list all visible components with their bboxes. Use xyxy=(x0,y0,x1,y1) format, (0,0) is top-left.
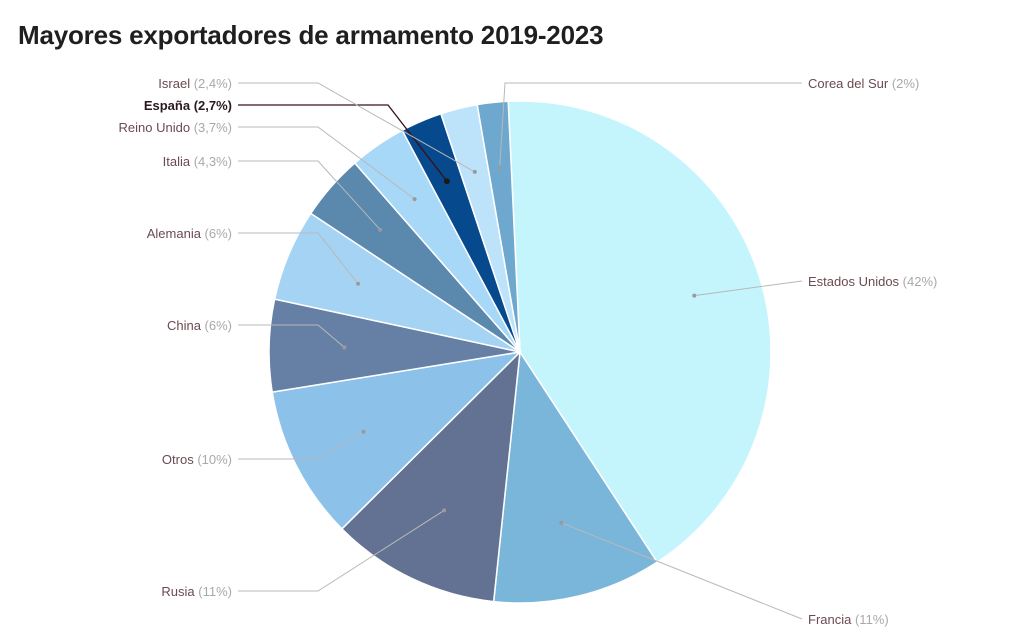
leader-dot-alemania xyxy=(356,281,361,286)
leader-dot-otros xyxy=(361,429,366,434)
label-value-corea-del-sur: (2%) xyxy=(888,76,919,91)
label-alemania: Alemania (6%) xyxy=(147,226,232,241)
leader-dot-espana xyxy=(443,178,450,185)
label-value-francia: (11%) xyxy=(851,612,888,627)
label-value-espana: (2,7%) xyxy=(190,98,232,113)
label-otros: Otros (10%) xyxy=(162,452,232,467)
slices-layer xyxy=(268,100,772,604)
leader-dot-reino-unido xyxy=(412,197,417,202)
label-name-alemania: Alemania xyxy=(147,226,202,241)
leader-line-alemania xyxy=(238,232,359,285)
slice-francia[interactable] xyxy=(492,349,659,604)
leader-dot-italia xyxy=(378,227,383,232)
label-francia: Francia (11%) xyxy=(808,612,889,627)
label-rusia: Rusia (11%) xyxy=(161,584,232,599)
leader-line-corea-del-sur xyxy=(499,82,802,168)
label-value-reino-unido: (3,7%) xyxy=(190,120,232,135)
label-value-israel: (2,4%) xyxy=(190,76,232,91)
leader-lines-layer xyxy=(238,82,803,620)
label-name-rusia: Rusia xyxy=(161,584,195,599)
slice-otros[interactable] xyxy=(271,350,523,530)
leader-dot-china xyxy=(342,345,347,350)
label-name-espana: España xyxy=(144,98,191,113)
label-espana: España (2,7%) xyxy=(144,98,232,113)
label-name-francia: Francia xyxy=(808,612,852,627)
label-name-italia: Italia xyxy=(163,154,191,169)
label-name-israel: Israel xyxy=(158,76,190,91)
label-value-italia: (4,3%) xyxy=(190,154,232,169)
slice-estados-unidos[interactable] xyxy=(507,100,772,564)
leader-dot-corea-del-sur xyxy=(497,165,502,170)
leader-line-otros xyxy=(238,431,364,460)
leader-dot-francia xyxy=(559,520,564,525)
label-value-rusia: (11%) xyxy=(195,584,232,599)
leader-line-reino-unido xyxy=(238,126,415,200)
label-corea-del-sur: Corea del Sur (2%) xyxy=(808,76,919,91)
label-name-corea-del-sur: Corea del Sur xyxy=(808,76,889,91)
label-name-reino-unido: Reino Unido xyxy=(119,120,191,135)
leader-line-israel xyxy=(238,82,476,173)
leader-dot-estados-unidos xyxy=(692,293,697,298)
label-italia: Italia (4,3%) xyxy=(163,154,232,169)
label-reino-unido: Reino Unido (3,7%) xyxy=(119,120,232,135)
leader-dot-rusia xyxy=(442,508,447,513)
label-name-otros: Otros xyxy=(162,452,194,467)
leader-line-italia xyxy=(238,160,381,231)
chart-title: Mayores exportadores de armamento 2019-2… xyxy=(18,20,604,50)
leader-line-estados-unidos xyxy=(694,280,803,297)
label-estados-unidos: Estados Unidos (42%) xyxy=(808,274,937,289)
leader-line-china xyxy=(238,324,345,348)
label-value-china: (6%) xyxy=(201,318,232,333)
label-value-estados-unidos: (42%) xyxy=(899,274,937,289)
leader-line-rusia xyxy=(238,509,445,592)
label-israel: Israel (2,4%) xyxy=(158,76,232,91)
label-value-otros: (10%) xyxy=(194,452,232,467)
label-name-estados-unidos: Estados Unidos xyxy=(808,274,900,289)
slice-corea-del-sur[interactable] xyxy=(476,100,521,353)
labels-layer: Estados Unidos (42%)Francia (11%)Rusia (… xyxy=(119,76,938,627)
leader-dot-israel xyxy=(472,169,477,174)
slice-rusia[interactable] xyxy=(340,349,521,603)
label-name-china: China xyxy=(167,318,202,333)
label-china: China (6%) xyxy=(167,318,232,333)
label-value-alemania: (6%) xyxy=(201,226,232,241)
leader-line-francia xyxy=(561,522,803,620)
leader-line-espana xyxy=(238,104,448,182)
